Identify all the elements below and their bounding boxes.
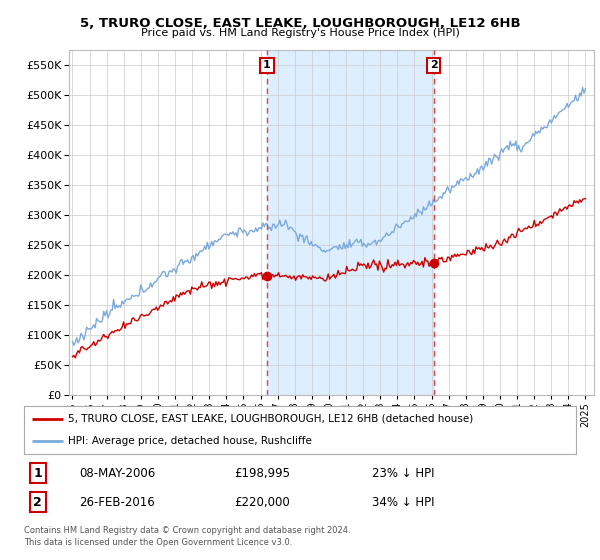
Text: £220,000: £220,000 bbox=[234, 496, 290, 509]
Text: 1: 1 bbox=[263, 60, 271, 71]
Text: £198,995: £198,995 bbox=[234, 466, 290, 480]
Text: 1: 1 bbox=[34, 466, 42, 480]
Text: 5, TRURO CLOSE, EAST LEAKE, LOUGHBOROUGH, LE12 6HB: 5, TRURO CLOSE, EAST LEAKE, LOUGHBOROUGH… bbox=[80, 17, 520, 30]
Text: 23% ↓ HPI: 23% ↓ HPI bbox=[372, 466, 434, 480]
Text: 08-MAY-2006: 08-MAY-2006 bbox=[79, 466, 155, 480]
Text: 2: 2 bbox=[34, 496, 42, 509]
Text: Contains HM Land Registry data © Crown copyright and database right 2024.: Contains HM Land Registry data © Crown c… bbox=[24, 526, 350, 535]
Text: HPI: Average price, detached house, Rushcliffe: HPI: Average price, detached house, Rush… bbox=[68, 436, 312, 446]
Text: 34% ↓ HPI: 34% ↓ HPI bbox=[372, 496, 434, 509]
Text: 26-FEB-2016: 26-FEB-2016 bbox=[79, 496, 155, 509]
Text: 2: 2 bbox=[430, 60, 437, 71]
Text: Price paid vs. HM Land Registry's House Price Index (HPI): Price paid vs. HM Land Registry's House … bbox=[140, 28, 460, 38]
Bar bbox=[267, 50, 434, 395]
Text: This data is licensed under the Open Government Licence v3.0.: This data is licensed under the Open Gov… bbox=[24, 538, 292, 547]
Text: 5, TRURO CLOSE, EAST LEAKE, LOUGHBOROUGH, LE12 6HB (detached house): 5, TRURO CLOSE, EAST LEAKE, LOUGHBOROUGH… bbox=[68, 414, 473, 424]
